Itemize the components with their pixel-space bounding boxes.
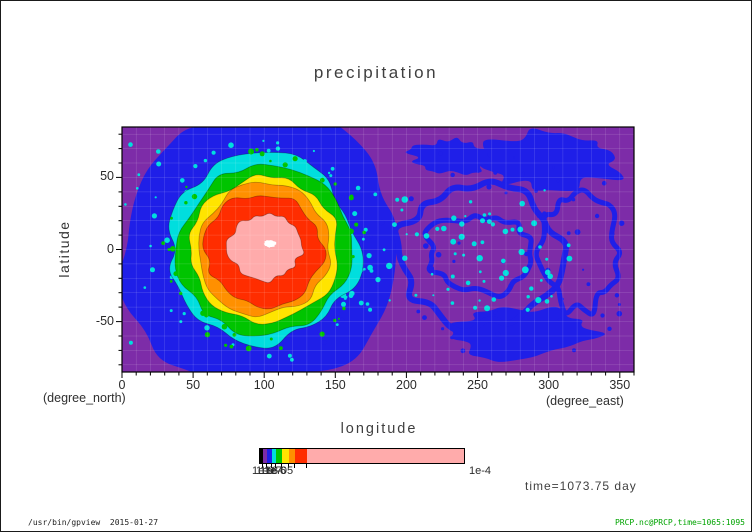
- colorbar-tick: [266, 464, 268, 468]
- colorbar-tick: [305, 464, 307, 468]
- colorbar-min-label: 1e-7: [259, 465, 283, 477]
- x-tick-label: 350: [609, 378, 631, 392]
- footer-dataset: PRCP.nc@PRCP,time=1065:1095: [614, 518, 745, 527]
- contour-field: [122, 127, 634, 372]
- x-axis-unit: (degree_east): [546, 394, 624, 408]
- colorbar-min-label: 1e-6: [263, 465, 287, 477]
- colorbar-segment-cyan: [272, 449, 277, 463]
- colorbar-min-label: 1e-05: [264, 465, 294, 477]
- colorbar-min-label: 1e-9: [251, 465, 275, 477]
- y-axis-unit: (degree_north): [43, 391, 126, 405]
- colorbar-tick: [293, 464, 295, 468]
- colorbar-min-label: 1e-8: [255, 465, 279, 477]
- colorbar-segment-green: [276, 449, 283, 463]
- colorbar-segment-black: [260, 449, 264, 463]
- x-tick-label: 200: [396, 378, 417, 392]
- time-annotation: time=1073.75 day: [525, 479, 637, 493]
- colorbar-segment-orange: [288, 449, 295, 463]
- colorbar-segment-yellow: [282, 449, 289, 463]
- plot-title: precipitation: [313, 63, 439, 82]
- grid-lines: [122, 127, 634, 372]
- colorbar: [259, 448, 465, 464]
- x-tick-label: 150: [324, 378, 346, 392]
- y-tick-label: -50: [95, 313, 114, 328]
- colorbar-tick: [281, 464, 283, 468]
- colorbar-segment-red: [294, 449, 307, 463]
- colorbar-tick: [271, 464, 273, 468]
- colorbar-tick: [287, 464, 289, 468]
- contour-plot: [116, 126, 635, 378]
- x-tick-label: 300: [538, 378, 560, 392]
- colorbar-segment-pink: [306, 449, 464, 463]
- x-tick-label: 100: [253, 378, 275, 392]
- y-tick-label: 0: [107, 241, 114, 256]
- x-tick-label: 50: [186, 378, 201, 392]
- colorbar-segment-purple: [263, 449, 268, 463]
- x-tick-label: 250: [467, 378, 488, 392]
- colorbar-tick: [262, 464, 264, 468]
- x-tick-label: 0: [118, 378, 126, 392]
- axis-ticks: [116, 133, 635, 378]
- colorbar-segment-blue: [267, 449, 273, 463]
- x-axis-label: longitude: [340, 421, 418, 437]
- y-tick-label: 50: [100, 169, 114, 184]
- footer-command: /usr/bin/gpview 2015-01-27: [28, 518, 159, 527]
- colorbar-max-label: 1e-4: [468, 465, 492, 477]
- colorbar-tick: [275, 464, 277, 468]
